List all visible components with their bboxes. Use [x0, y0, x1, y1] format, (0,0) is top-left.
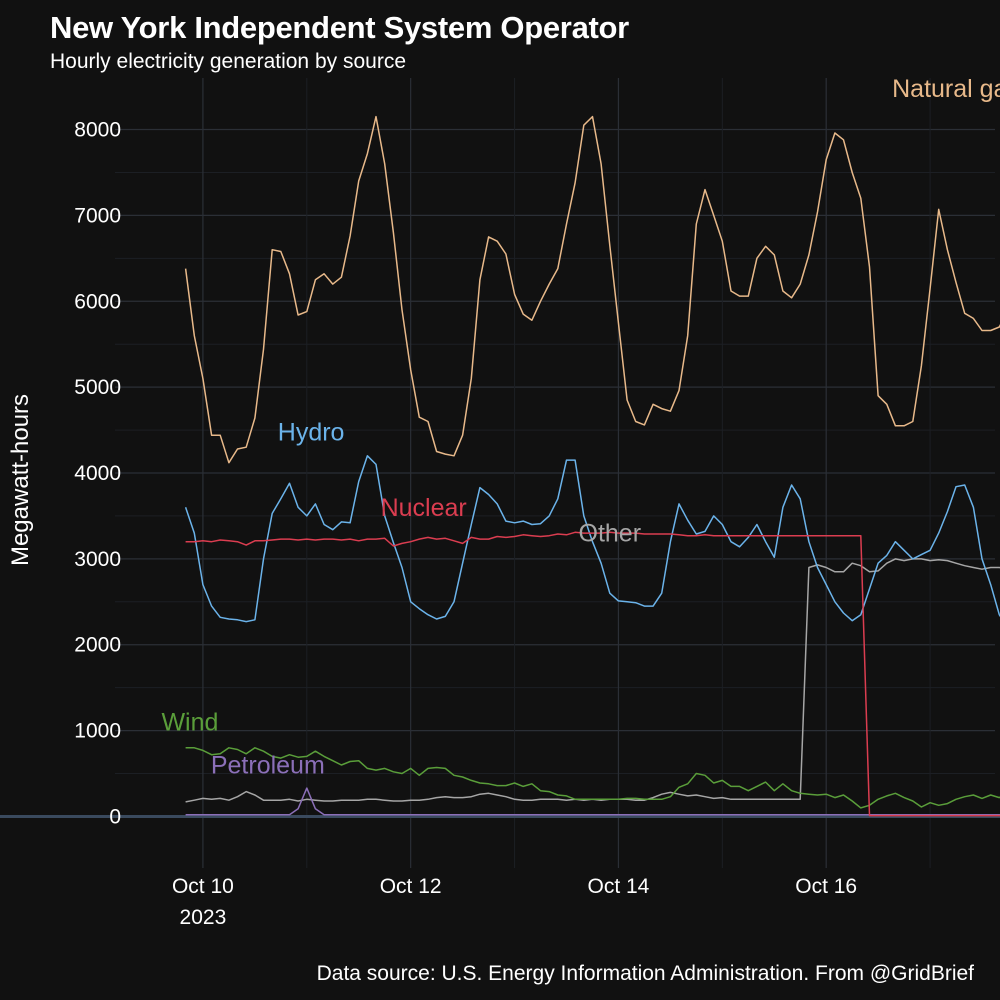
y-tick-label: 2000 [74, 634, 121, 657]
series-label-natural-gas: Natural gas [892, 75, 1000, 103]
series-label-wind: Wind [161, 709, 218, 737]
x-tick-label: Oct 12 [380, 875, 442, 898]
series-label-nuclear: Nuclear [381, 494, 467, 522]
x-tick-sublabel: 2023 [180, 906, 227, 929]
x-axis-ticks: Oct 10 2023 Oct 12 Oct 14 Oct 16 [172, 875, 857, 929]
series-line-petroleum [185, 787, 1000, 816]
y-tick-label: 7000 [74, 204, 121, 227]
series-line-hydro [184, 455, 1000, 623]
series-labels: Natural gas Hydro Nuclear Other Wind Petroleu… [161, 75, 1000, 780]
y-tick-label: 8000 [74, 119, 121, 142]
series-lines [184, 115, 1000, 817]
series-line-nuclear [185, 531, 1000, 817]
series-line-wind [185, 747, 1000, 809]
y-tick-label: 1000 [74, 720, 121, 743]
y-axis-ticks: 0 1000 2000 3000 4000 5000 6000 7000 8000 [74, 119, 121, 829]
chart-title: New York Independent System Operator [50, 10, 629, 45]
y-tick-label: 5000 [74, 376, 121, 399]
x-tick-label: Oct 16 [795, 875, 857, 898]
y-axis-label: Megawatt-hours [7, 394, 34, 566]
x-tick-label: Oct 14 [587, 875, 649, 898]
y-tick-label: 0 [109, 805, 121, 828]
chart-subtitle: Hourly electricity generation by source [50, 50, 406, 73]
series-line-natural-gas [184, 115, 1000, 464]
series-line-other [185, 558, 1000, 803]
series-label-petroleum: Petroleum [211, 752, 325, 780]
series-label-other: Other [579, 520, 642, 548]
y-tick-label: 3000 [74, 548, 121, 571]
data-source-caption: Data source: U.S. Energy Information Adm… [316, 962, 974, 985]
grid-lines [115, 78, 995, 868]
x-tick-label: Oct 10 [172, 875, 234, 898]
y-tick-label: 4000 [74, 462, 121, 485]
y-tick-label: 6000 [74, 290, 121, 313]
series-label-hydro: Hydro [278, 418, 345, 446]
